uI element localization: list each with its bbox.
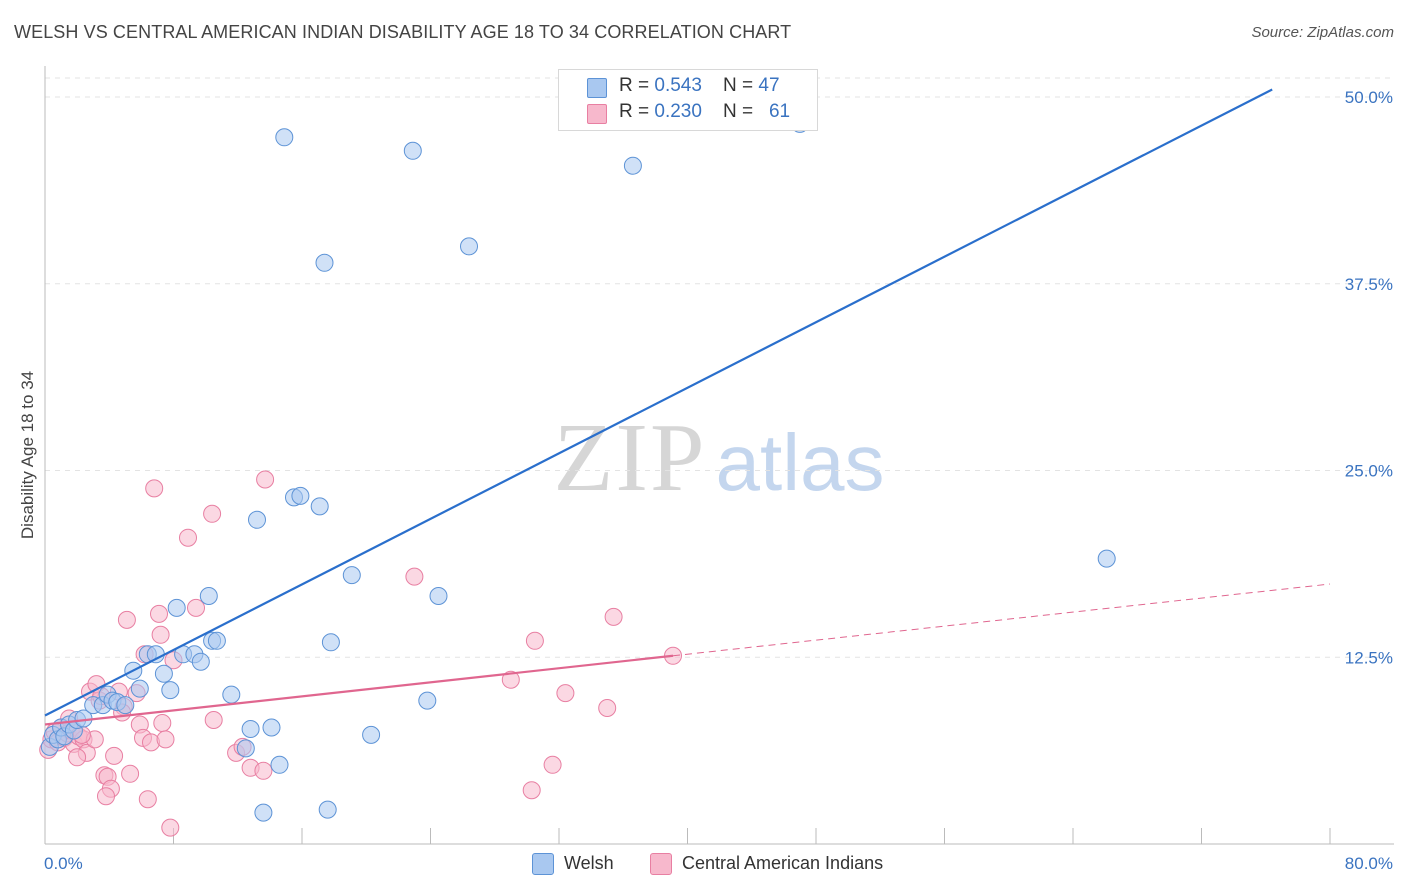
- welsh-point: [254, 803, 273, 822]
- series-label-cai: Central American Indians: [682, 853, 884, 873]
- tick-labels: 12.5% 25.0% 37.5% 50.0% 0.0% 80.0%: [44, 88, 1393, 873]
- chart-title: WELSH VS CENTRAL AMERICAN INDIAN DISABIL…: [14, 22, 792, 42]
- y-tick-label: 12.5%: [1345, 648, 1393, 667]
- welsh-point: [275, 128, 294, 147]
- welsh-point: [362, 725, 381, 744]
- cai-point: [254, 761, 273, 780]
- welsh-trendline: [44, 88, 1273, 717]
- welsh-point: [116, 696, 135, 715]
- legend-swatch-cai: [587, 104, 607, 124]
- cai-point: [138, 790, 157, 809]
- welsh-point: [418, 691, 437, 710]
- welsh-point: [130, 679, 149, 698]
- cai-point: [604, 607, 623, 626]
- legend-text-welsh: R = 0.543 N = 47: [619, 75, 780, 97]
- cai-point: [598, 699, 617, 717]
- chart-source: Source: ZipAtlas.com: [1251, 24, 1394, 41]
- legend-n-value: 47: [758, 75, 780, 96]
- correlation-legend: R = 0.543 N = 47 R = 0.230 N = 61: [558, 69, 818, 131]
- cai-point: [256, 470, 275, 489]
- welsh-point: [146, 645, 165, 664]
- legend-n-label: N =: [723, 75, 759, 96]
- cai-point: [142, 733, 160, 752]
- cai-point: [156, 730, 175, 749]
- watermark: ZIP atlas: [554, 404, 885, 512]
- cai-point: [121, 764, 140, 783]
- cai-point: [153, 714, 172, 732]
- cai-point: [161, 818, 180, 837]
- legend-n-value: 61: [768, 101, 791, 122]
- cai-point: [151, 625, 170, 644]
- welsh-point: [623, 156, 642, 175]
- y-tick-label: 50.0%: [1345, 88, 1393, 107]
- watermark-zip: ZIP: [554, 404, 707, 512]
- welsh-point: [199, 587, 218, 605]
- welsh-point: [310, 497, 329, 516]
- legend-r-label: R =: [619, 75, 655, 96]
- cai-points: [39, 470, 682, 837]
- watermark-atlas: atlas: [716, 418, 885, 507]
- x-tick-label-min: 0.0%: [44, 854, 83, 873]
- cai-point: [68, 748, 87, 767]
- cai-point: [543, 755, 562, 774]
- legend-r-label: R =: [619, 101, 655, 122]
- welsh-point: [318, 800, 337, 819]
- welsh-point: [236, 739, 255, 758]
- cai-point: [105, 746, 124, 765]
- gridlines: [45, 77, 1394, 658]
- series-swatch-cai: [650, 853, 672, 875]
- welsh-point: [222, 685, 241, 704]
- cai-trendline-extension: [672, 583, 1331, 657]
- legend-r-value: 0.230: [654, 101, 702, 122]
- welsh-point: [161, 681, 180, 700]
- trendlines: [44, 88, 1331, 726]
- welsh-point: [154, 664, 173, 683]
- welsh-point: [403, 141, 422, 160]
- welsh-point: [460, 237, 478, 256]
- cai-point: [187, 598, 205, 617]
- cai-point: [145, 479, 164, 498]
- cai-point: [204, 711, 223, 729]
- welsh-point: [321, 633, 340, 652]
- welsh-point: [342, 566, 361, 585]
- series-swatch-welsh: [532, 853, 554, 875]
- cai-point: [117, 610, 136, 629]
- welsh-point: [167, 598, 186, 617]
- welsh-point: [191, 652, 210, 671]
- cai-point: [179, 528, 197, 547]
- cai-point: [525, 631, 544, 650]
- series-label-welsh: Welsh: [564, 853, 614, 873]
- cai-point: [150, 604, 168, 623]
- cai-point: [405, 567, 424, 586]
- welsh-point: [207, 631, 226, 650]
- cai-point: [501, 670, 520, 689]
- cai-point: [203, 504, 222, 523]
- welsh-point: [429, 587, 448, 605]
- legend-text-cai: R = 0.230 N = 61: [619, 101, 790, 123]
- welsh-point: [248, 510, 266, 529]
- welsh-point: [315, 253, 334, 272]
- cai-point: [522, 781, 541, 800]
- cai-point: [97, 787, 115, 806]
- welsh-point: [270, 755, 289, 774]
- legend-swatch-welsh: [587, 78, 607, 98]
- welsh-point: [291, 486, 310, 505]
- welsh-point: [241, 720, 260, 738]
- welsh-point: [1097, 549, 1116, 568]
- cai-trendline: [44, 654, 674, 726]
- welsh-points: [40, 114, 1116, 822]
- welsh-point: [262, 718, 281, 737]
- cai-point: [556, 684, 575, 703]
- legend-r-value: 0.543: [654, 75, 702, 96]
- legend-n-label: N =: [723, 101, 759, 122]
- x-tick-label-max: 80.0%: [1345, 854, 1393, 873]
- y-tick-label: 25.0%: [1345, 462, 1393, 481]
- y-tick-label: 37.5%: [1345, 275, 1393, 294]
